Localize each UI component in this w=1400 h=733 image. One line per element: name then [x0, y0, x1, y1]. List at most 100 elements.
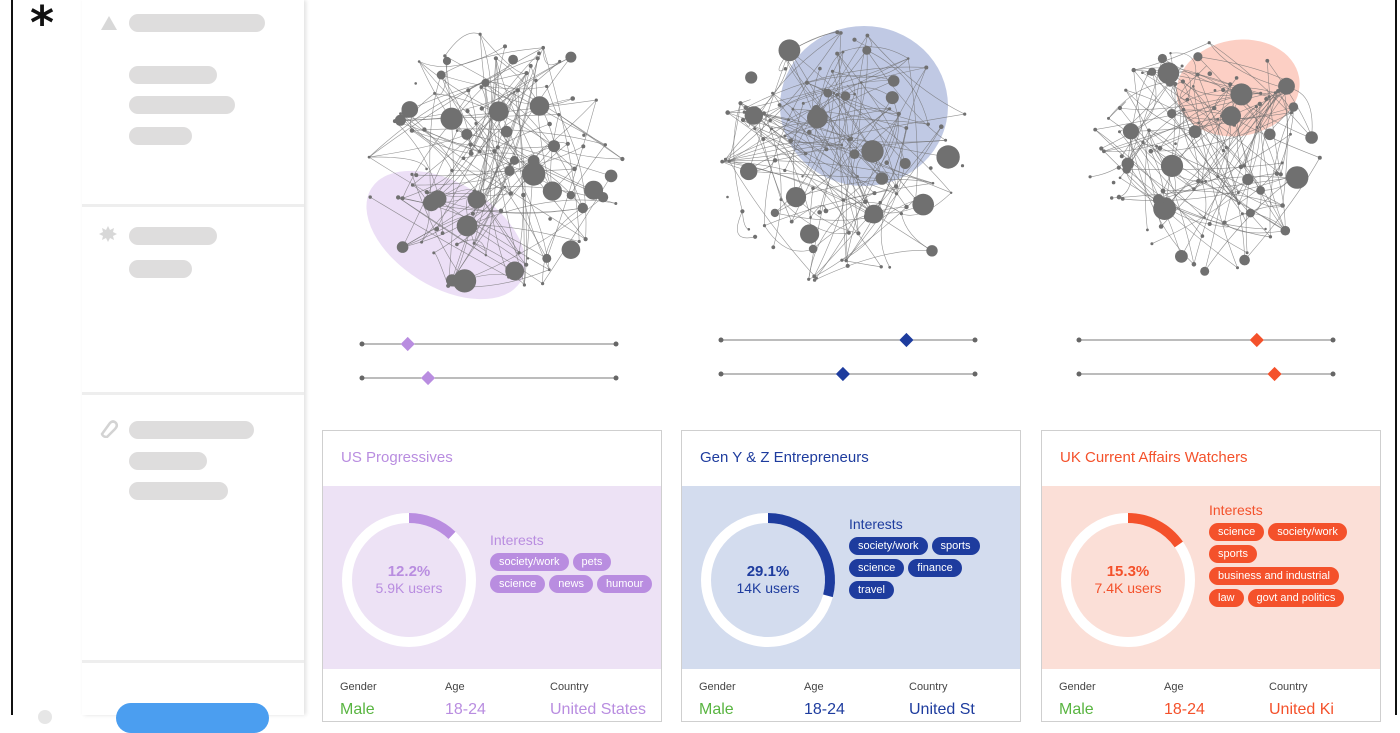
graph-node: [561, 240, 581, 259]
graph-node: [526, 257, 530, 260]
interest-tag[interactable]: pets: [572, 553, 612, 571]
tag-icon[interactable]: [99, 420, 119, 438]
slider-handle[interactable]: [835, 366, 850, 382]
slider-end-dot: [613, 375, 619, 381]
placeholder-item[interactable]: [129, 452, 207, 470]
graph-node: [524, 262, 529, 267]
slider-handle[interactable]: [400, 336, 415, 352]
interest-tag[interactable]: society/work: [490, 553, 569, 571]
graph-node: [1200, 266, 1210, 276]
graph-node: [893, 184, 899, 189]
graph-edge: [456, 164, 511, 245]
graph-edge: [1193, 86, 1239, 193]
graph-edge: [476, 58, 497, 200]
placeholder-heading[interactable]: [129, 421, 254, 439]
graph-edge: [1162, 190, 1283, 206]
graph-node: [761, 137, 766, 141]
interest-tag[interactable]: travel: [849, 581, 894, 599]
audience-panel-uk-current-affairs[interactable]: UK Current Affairs Watchers 15.3% 7.4K use…: [1041, 430, 1381, 722]
graph-edge: [444, 55, 454, 286]
placeholder-item[interactable]: [129, 96, 235, 114]
graph-node: [1239, 93, 1243, 96]
badge-icon[interactable]: [99, 225, 117, 243]
interest-tag[interactable]: govt and politics: [1247, 589, 1345, 607]
graph-node: [479, 85, 484, 89]
graph-node: [1192, 85, 1195, 88]
graph-edge: [1148, 130, 1286, 231]
graph-node: [1273, 91, 1277, 95]
interest-tag[interactable]: science: [490, 575, 546, 593]
placeholder-item[interactable]: [129, 66, 217, 84]
range-slider[interactable]: [718, 366, 978, 382]
graph-node: [884, 160, 889, 165]
logo-asterisk-icon[interactable]: *: [30, 0, 55, 50]
graph-edge: [394, 91, 515, 122]
avatar[interactable]: [38, 710, 52, 724]
country-value: United Ki: [1269, 701, 1334, 718]
placeholder-heading[interactable]: [129, 14, 265, 32]
graph-node: [1289, 132, 1292, 136]
graph-edge: [394, 120, 443, 234]
interest-tag[interactable]: science: [1209, 523, 1265, 541]
interest-tag[interactable]: news: [549, 575, 593, 593]
placeholder-item[interactable]: [129, 127, 192, 145]
interest-tag[interactable]: society/work: [849, 537, 928, 555]
graph-node: [863, 199, 868, 204]
range-slider[interactable]: [359, 336, 619, 352]
graph-node: [1185, 97, 1190, 102]
graph-edge: [1144, 130, 1150, 230]
interest-tag[interactable]: humour: [596, 575, 653, 593]
primary-button[interactable]: [116, 703, 269, 733]
placeholder-item[interactable]: [129, 260, 192, 278]
graph-edge: [1209, 42, 1312, 138]
slider-end-dot: [359, 375, 365, 381]
graph-node: [753, 127, 757, 131]
graph-node: [594, 98, 598, 102]
graph-edge: [1119, 107, 1195, 190]
placeholder-heading[interactable]: [129, 227, 217, 245]
graph-edge: [1236, 106, 1257, 167]
range-slider[interactable]: [718, 332, 978, 348]
graph-node: [484, 254, 488, 257]
graph-edge: [483, 46, 506, 202]
range-slider[interactable]: [1076, 366, 1336, 382]
interest-tag[interactable]: finance: [908, 559, 962, 577]
audience-panel-us-progressives[interactable]: US Progressives 12.2% 5.9K users Interests s…: [322, 430, 662, 722]
range-slider[interactable]: [1076, 332, 1336, 348]
graph-node: [410, 183, 415, 187]
graph-node: [1240, 212, 1244, 216]
graph-edge: [1182, 81, 1240, 204]
graph-edge: [866, 50, 946, 141]
graph-edge: [456, 239, 487, 256]
interest-tag[interactable]: sports: [1209, 545, 1257, 563]
graph-node: [727, 159, 731, 163]
graph-edge: [740, 99, 751, 104]
graph-node: [865, 33, 870, 38]
placeholder-item[interactable]: [129, 482, 228, 500]
graph-node: [521, 192, 526, 198]
graph-node: [461, 156, 466, 160]
range-slider[interactable]: [359, 370, 619, 386]
graph-node: [1264, 128, 1276, 141]
slider-end-dot: [1076, 337, 1082, 343]
slider-handle[interactable]: [899, 332, 914, 348]
graph-edge: [1108, 82, 1170, 119]
triangle-icon[interactable]: [100, 14, 118, 32]
graph-edge: [1250, 212, 1286, 231]
graph-node: [424, 190, 429, 195]
graph-node: [1160, 188, 1166, 194]
interest-tag[interactable]: law: [1209, 589, 1244, 607]
audience-panel-gen-yz-entrepreneurs[interactable]: Gen Y & Z Entrepreneurs 29.1% 14K users Int…: [681, 430, 1021, 722]
interest-tag[interactable]: society/work: [1268, 523, 1347, 541]
interest-tag[interactable]: business and industrial: [1209, 567, 1339, 585]
graph-edge: [837, 46, 909, 59]
graph-node: [835, 30, 840, 35]
graph-node: [1107, 116, 1110, 120]
slider-handle[interactable]: [1267, 366, 1282, 382]
graph-node: [535, 56, 540, 61]
graph-edge: [907, 58, 918, 200]
slider-handle[interactable]: [420, 370, 436, 386]
slider-handle[interactable]: [1249, 332, 1264, 348]
interest-tag[interactable]: science: [849, 559, 905, 577]
interest-tag[interactable]: sports: [931, 537, 980, 555]
